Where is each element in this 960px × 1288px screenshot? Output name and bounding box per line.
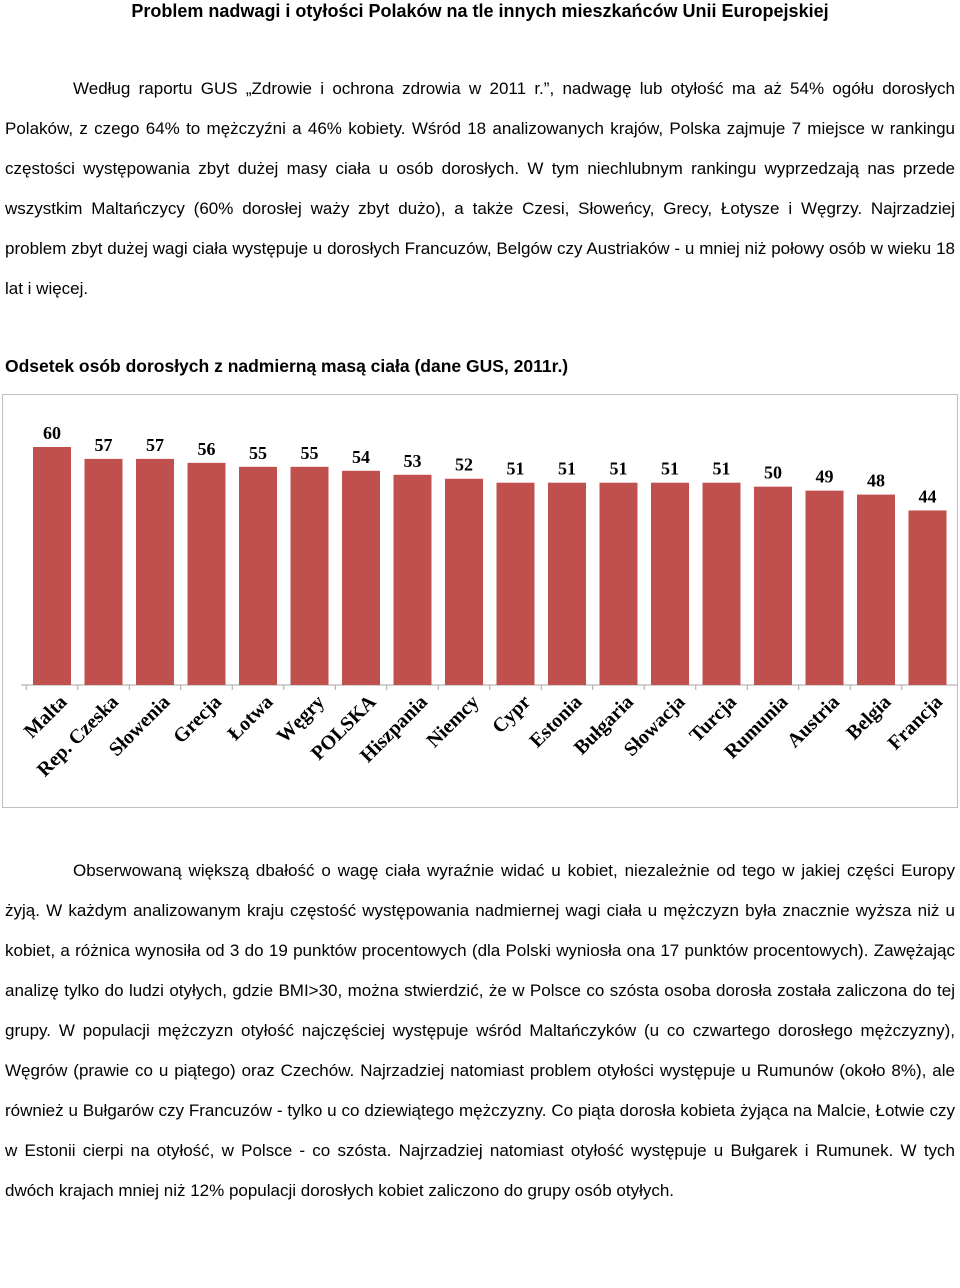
body-paragraph: Obserwowaną większą dbałość o wagę ciała…	[5, 861, 955, 1200]
category-label: Łotwa	[223, 691, 277, 745]
bar-13	[702, 482, 741, 685]
category-label: Niemcy	[422, 691, 483, 752]
category-label: Francja	[884, 691, 947, 754]
bar-1	[84, 458, 123, 685]
data-label: 50	[764, 463, 782, 483]
document-title: Problem nadwagi i otyłości Polaków na tl…	[131, 1, 829, 21]
bar-14	[754, 486, 792, 685]
category-label: Austria	[783, 691, 844, 752]
bar-11	[599, 482, 638, 685]
data-label: 52	[455, 455, 473, 475]
data-label: 51	[558, 459, 576, 479]
data-label: 51	[507, 459, 525, 479]
data-label: 51	[661, 459, 679, 479]
bar-12	[651, 482, 689, 685]
bar-4	[239, 466, 277, 685]
data-label: 51	[610, 459, 628, 479]
data-label: 54	[352, 447, 370, 467]
data-label: 55	[301, 443, 319, 463]
data-label: 44	[919, 486, 937, 506]
bar-6	[342, 470, 380, 685]
data-label: 51	[713, 459, 731, 479]
bar-7	[393, 474, 432, 685]
category-label: Grecja	[169, 691, 226, 748]
bar-5	[290, 466, 329, 685]
chart-heading: Odsetek osób dorosłych z nadmierną masą …	[5, 356, 569, 376]
chart-frame: 60 Malta 57 Rep. Czeska 57 Słowenia 56 Grecja 55…	[2, 394, 958, 808]
bar-15	[805, 490, 844, 685]
data-label: 60	[43, 423, 61, 443]
category-label: Cypr	[488, 691, 535, 738]
intro-paragraph: Według raportu GUS „Zdrowie i ochrona zd…	[5, 79, 955, 298]
bar-10	[548, 482, 586, 685]
bar-3	[187, 462, 226, 685]
bar-9	[496, 482, 535, 685]
data-label: 57	[95, 435, 113, 455]
data-label: 55	[249, 443, 267, 463]
data-label: 48	[867, 471, 885, 491]
bar-8	[445, 478, 483, 685]
data-label: 56	[198, 439, 216, 459]
bar-16	[857, 494, 895, 685]
data-label: 53	[404, 451, 422, 471]
bar-17	[908, 510, 947, 685]
data-label: 57	[146, 435, 164, 455]
data-label: 49	[816, 467, 834, 487]
bar-2	[136, 458, 174, 685]
bar-0	[33, 447, 71, 685]
